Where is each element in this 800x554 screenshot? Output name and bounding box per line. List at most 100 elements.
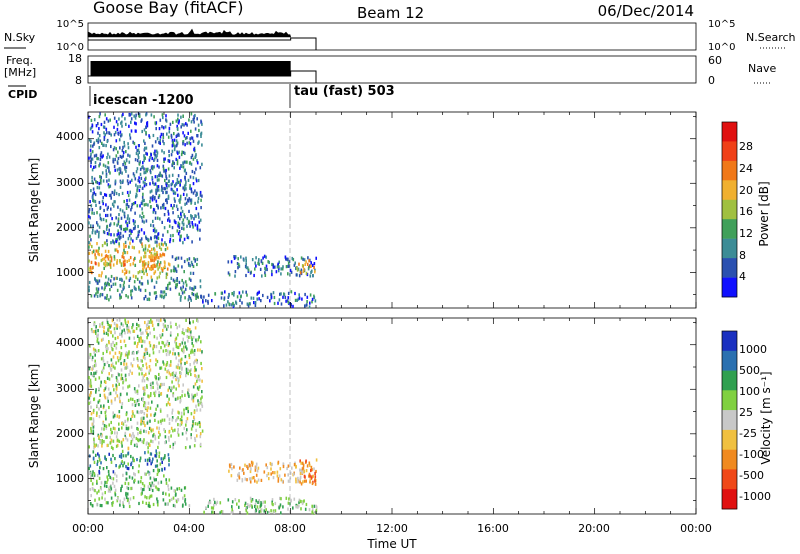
heatmap-cell: [179, 371, 181, 375]
heatmap-cell: [159, 383, 162, 387]
heatmap-cell: [166, 370, 168, 374]
power-heatmap: [88, 112, 317, 309]
heatmap-cell: [176, 143, 178, 147]
heatmap-cell: [121, 329, 123, 333]
heatmap-cell: [182, 165, 185, 169]
heatmap-cell: [287, 501, 290, 505]
heatmap-cell: [106, 320, 109, 324]
heatmap-cell: [139, 160, 141, 164]
heatmap-cell: [131, 397, 134, 401]
heatmap-cell: [141, 282, 144, 286]
heatmap-cell: [150, 486, 152, 491]
heatmap-cell: [137, 224, 139, 229]
heatmap-cell: [145, 347, 147, 351]
heatmap-cell: [160, 318, 162, 322]
heatmap-cell: [255, 264, 257, 268]
heatmap-cell: [274, 471, 276, 475]
heatmap-cell: [139, 184, 141, 189]
heatmap-cell: [130, 417, 132, 421]
heatmap-cell: [128, 160, 131, 164]
heatmap-cell: [117, 222, 120, 226]
heatmap-cell: [132, 262, 134, 266]
heatmap-cell: [287, 261, 290, 265]
heatmap-cell: [149, 171, 152, 175]
heatmap-cell: [171, 255, 174, 259]
heatmap-cell: [257, 261, 259, 266]
heatmap-cell: [156, 336, 158, 340]
heatmap-cell: [156, 487, 159, 491]
heatmap-cell: [97, 290, 99, 294]
heatmap-cell: [239, 298, 241, 302]
heatmap-cell: [189, 445, 191, 449]
nsky-label: N.Sky: [4, 31, 36, 44]
heatmap-cell: [106, 232, 109, 236]
heatmap-cell: [193, 257, 195, 261]
heatmap-cell: [105, 426, 108, 430]
heatmap-cell: [90, 157, 92, 162]
heatmap-cell: [177, 121, 180, 125]
heatmap-cell: [147, 470, 149, 474]
heatmap-cell: [172, 140, 174, 144]
heatmap-cell: [138, 501, 140, 506]
heatmap-cell: [166, 230, 169, 234]
heatmap-cell: [137, 148, 140, 152]
heatmap-cell: [144, 244, 147, 248]
heatmap-cell: [127, 325, 130, 329]
heatmap-cell: [101, 322, 104, 326]
heatmap-cell: [120, 121, 122, 125]
heatmap-cell: [164, 435, 167, 439]
heatmap-cell: [315, 256, 317, 260]
heatmap-cell: [165, 349, 167, 353]
heatmap-cell: [133, 329, 136, 333]
heatmap-cell: [181, 150, 183, 154]
heatmap-cell: [127, 451, 130, 455]
heatmap-cell: [105, 117, 108, 121]
heatmap-cell: [113, 164, 116, 169]
heatmap-cell: [112, 453, 114, 458]
heatmap-cell: [264, 271, 266, 275]
heatmap-cell: [126, 259, 128, 264]
heatmap-cell: [93, 472, 96, 476]
heatmap-cell: [140, 240, 142, 244]
heatmap-cell: [310, 261, 312, 265]
heatmap-cell: [188, 257, 191, 261]
heatmap-cell: [150, 413, 152, 417]
heatmap-cell: [167, 159, 170, 163]
heatmap-cell: [229, 465, 231, 469]
heatmap-cell: [166, 246, 169, 250]
heatmap-cell: [270, 472, 272, 476]
heatmap-cell: [160, 290, 162, 294]
heatmap-cell: [153, 478, 156, 482]
heatmap-cell: [118, 427, 120, 431]
heatmap-cell: [143, 198, 145, 203]
heatmap-cell: [118, 422, 120, 426]
heatmap-cell: [137, 480, 140, 484]
heatmap-cell: [198, 128, 200, 133]
heatmap-cell: [155, 407, 157, 411]
heatmap-cell: [238, 499, 240, 503]
heatmap-cell: [151, 488, 154, 493]
heatmap-cell: [238, 472, 240, 476]
heatmap-cell: [150, 223, 152, 227]
heatmap-cell: [179, 183, 181, 187]
heatmap-cell: [98, 230, 100, 234]
heatmap-cell: [128, 124, 130, 128]
heatmap-cell: [183, 426, 186, 431]
heatmap-cell: [295, 465, 297, 469]
heatmap-cell: [169, 350, 171, 354]
heatmap-cell: [177, 366, 179, 370]
heatmap-cell: [304, 292, 306, 297]
heatmap-cell: [172, 180, 174, 184]
heatmap-cell: [155, 229, 158, 233]
heatmap-cell: [158, 426, 160, 430]
heatmap-cell: [200, 340, 202, 344]
heatmap-cell: [105, 417, 107, 421]
heatmap-cell: [137, 324, 140, 328]
heatmap-cell: [285, 496, 288, 500]
power-panel: Slant Range [km] 1000 2000 3000 4000: [27, 111, 697, 309]
heatmap-cell: [172, 190, 175, 194]
heatmap-cell: [116, 127, 119, 132]
heatmap-cell: [181, 278, 183, 283]
heatmap-cell: [118, 234, 121, 238]
heatmap-cell: [153, 227, 156, 231]
